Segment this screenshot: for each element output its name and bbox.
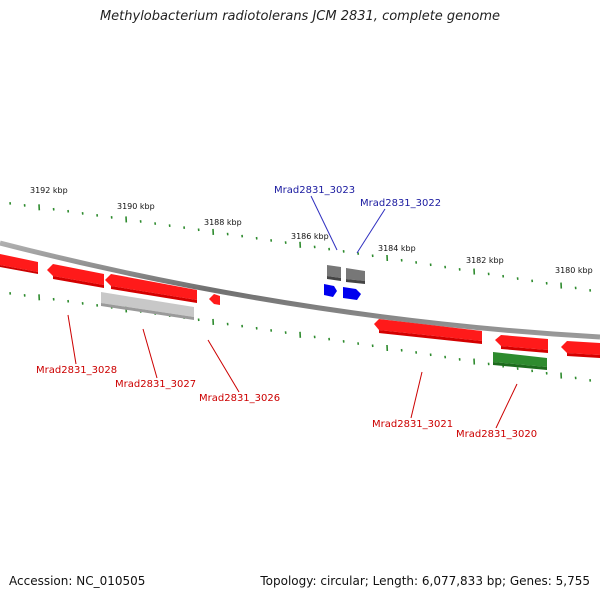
genome-backbone (0, 240, 600, 340)
gene-arrow-mrad2831-3023[interactable] (327, 265, 341, 281)
gene-features-lower[interactable] (101, 284, 600, 370)
gene-arrow-mrad2831-3022[interactable] (346, 268, 365, 284)
gene-arrow-small-red[interactable] (209, 294, 220, 305)
gene-label-mrad2831-3020[interactable]: Mrad2831_3020 (456, 429, 537, 440)
gene-arrow-blue-2[interactable] (343, 287, 361, 300)
gene-label-mrad2831-3022[interactable]: Mrad2831_3022 (360, 198, 441, 209)
gene-arrow-mrad2831-3020[interactable] (493, 352, 547, 370)
gene-arrow-blue-1[interactable] (324, 284, 337, 297)
gene-arrow-light-gray[interactable] (101, 292, 194, 320)
gene-label-mrad2831-3026[interactable]: Mrad2831_3026 (199, 393, 280, 404)
scale-labels: 3192 kbp 3190 kbp 3188 kbp 3186 kbp 3184… (30, 186, 593, 275)
gene-label-mrad2831-3023[interactable]: Mrad2831_3023 (274, 185, 355, 196)
scale-label-3192: 3192 kbp (30, 186, 68, 195)
gene-arrow-mrad2831-3029[interactable] (0, 254, 38, 274)
scale-label-3188: 3188 kbp (204, 218, 242, 227)
gene-arrow-red-right-2[interactable] (561, 341, 600, 358)
gene-label-mrad2831-3028[interactable]: Mrad2831_3028 (36, 365, 117, 376)
gene-arrow-mrad2831-3028[interactable] (47, 264, 104, 288)
accession-text: Accession: NC_010505 (9, 574, 146, 588)
gene-arrow-mrad2831-3021[interactable] (374, 319, 482, 344)
genome-summary-text: Topology: circular; Length: 6,077,833 bp… (260, 574, 590, 588)
gene-arrow-red-right-1[interactable] (495, 335, 548, 353)
scale-label-3182: 3182 kbp (466, 256, 504, 265)
gene-arrow-mrad2831-3027[interactable] (105, 274, 197, 303)
scale-label-3180: 3180 kbp (555, 266, 593, 275)
gene-labels: Mrad2831_3023 Mrad2831_3022 Mrad2831_302… (36, 185, 537, 440)
gene-label-mrad2831-3021[interactable]: Mrad2831_3021 (372, 419, 453, 430)
gene-label-mrad2831-3027[interactable]: Mrad2831_3027 (115, 379, 196, 390)
label-leader-lines (67, 195, 518, 429)
map-title: Methylobacterium radiotolerans JCM 2831,… (99, 9, 501, 24)
scale-ticks-upper (9, 202, 592, 292)
scale-label-3184: 3184 kbp (378, 244, 416, 253)
scale-label-3190: 3190 kbp (117, 202, 155, 211)
gene-features-upper[interactable] (0, 254, 365, 303)
scale-label-3186: 3186 kbp (291, 232, 329, 241)
